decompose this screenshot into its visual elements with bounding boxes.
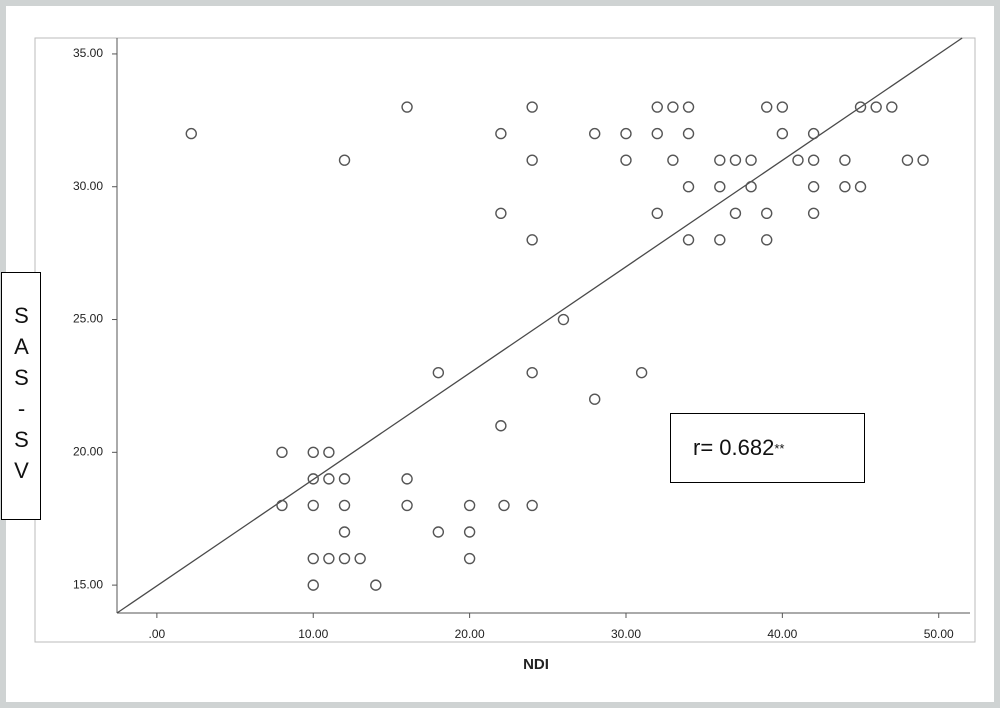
fit-line bbox=[116, 37, 963, 614]
annotation-box: r= 0.682 ** bbox=[670, 413, 865, 483]
point bbox=[807, 127, 820, 140]
point bbox=[338, 473, 351, 485]
point bbox=[338, 526, 351, 538]
point bbox=[854, 101, 867, 113]
y-tick-label: 20.00 bbox=[73, 444, 103, 458]
point bbox=[651, 207, 663, 219]
point bbox=[854, 181, 867, 193]
x-tick-label: 10.00 bbox=[298, 627, 328, 641]
point bbox=[463, 499, 476, 512]
point bbox=[307, 473, 319, 485]
point bbox=[495, 127, 507, 140]
point bbox=[498, 499, 510, 512]
point bbox=[714, 234, 726, 246]
y-tick-label: 35.00 bbox=[73, 46, 103, 60]
point bbox=[761, 101, 773, 113]
point bbox=[526, 154, 538, 166]
y-tick-label: 30.00 bbox=[73, 179, 103, 193]
point bbox=[651, 127, 663, 140]
point bbox=[729, 207, 742, 219]
point bbox=[682, 101, 695, 113]
point bbox=[307, 499, 319, 512]
point bbox=[307, 446, 319, 459]
point bbox=[495, 207, 507, 219]
point bbox=[635, 366, 648, 379]
point bbox=[901, 154, 914, 166]
point bbox=[432, 366, 445, 379]
point bbox=[807, 154, 820, 166]
x-tick-label: 50.00 bbox=[924, 627, 954, 641]
point bbox=[620, 154, 632, 166]
point bbox=[495, 420, 507, 432]
point bbox=[354, 552, 366, 565]
point bbox=[463, 552, 476, 565]
point bbox=[745, 154, 757, 166]
point bbox=[557, 313, 570, 326]
point bbox=[745, 181, 757, 193]
y-axis-label: SAS-SV bbox=[1, 272, 41, 520]
point bbox=[276, 446, 288, 459]
point bbox=[651, 101, 663, 113]
point bbox=[714, 181, 726, 193]
point bbox=[276, 499, 288, 512]
point bbox=[917, 154, 929, 166]
x-tick-label: 40.00 bbox=[767, 627, 797, 641]
point bbox=[370, 579, 382, 591]
point bbox=[307, 552, 319, 565]
point bbox=[323, 552, 335, 565]
y-tick-label: 15.00 bbox=[73, 577, 103, 591]
point bbox=[526, 234, 538, 246]
point bbox=[338, 552, 351, 565]
point bbox=[807, 181, 820, 193]
x-tick-label: 20.00 bbox=[455, 627, 485, 641]
point bbox=[620, 127, 632, 140]
point bbox=[401, 101, 413, 113]
x-tick-label: .00 bbox=[149, 627, 166, 641]
point bbox=[667, 101, 679, 113]
point bbox=[401, 499, 413, 512]
point bbox=[307, 579, 319, 591]
point bbox=[870, 101, 882, 113]
annotation: r= 0.682 bbox=[693, 435, 775, 460]
point bbox=[589, 127, 601, 140]
annotation-superscript: ** bbox=[774, 440, 785, 456]
point bbox=[526, 366, 538, 379]
point bbox=[682, 181, 695, 193]
point bbox=[729, 154, 742, 166]
point bbox=[839, 181, 851, 193]
point bbox=[682, 127, 695, 140]
x-axis-label: NDI bbox=[523, 656, 549, 673]
point bbox=[185, 127, 197, 140]
point bbox=[714, 154, 726, 166]
point bbox=[401, 473, 413, 485]
point bbox=[323, 473, 335, 485]
point bbox=[463, 526, 476, 538]
point bbox=[323, 446, 335, 459]
point bbox=[776, 101, 789, 113]
point bbox=[776, 127, 789, 140]
point bbox=[667, 154, 679, 166]
point bbox=[526, 499, 538, 512]
point bbox=[886, 101, 898, 113]
y-tick-label: 25.00 bbox=[73, 312, 103, 326]
point bbox=[338, 154, 351, 166]
point bbox=[839, 154, 851, 166]
point bbox=[807, 207, 820, 219]
point bbox=[338, 499, 351, 512]
point bbox=[526, 101, 538, 113]
x-tick-label: 30.00 bbox=[611, 627, 641, 641]
point bbox=[682, 234, 695, 246]
point bbox=[761, 207, 773, 219]
point bbox=[589, 393, 601, 405]
point bbox=[761, 234, 773, 246]
point bbox=[792, 154, 804, 166]
point bbox=[432, 526, 445, 538]
